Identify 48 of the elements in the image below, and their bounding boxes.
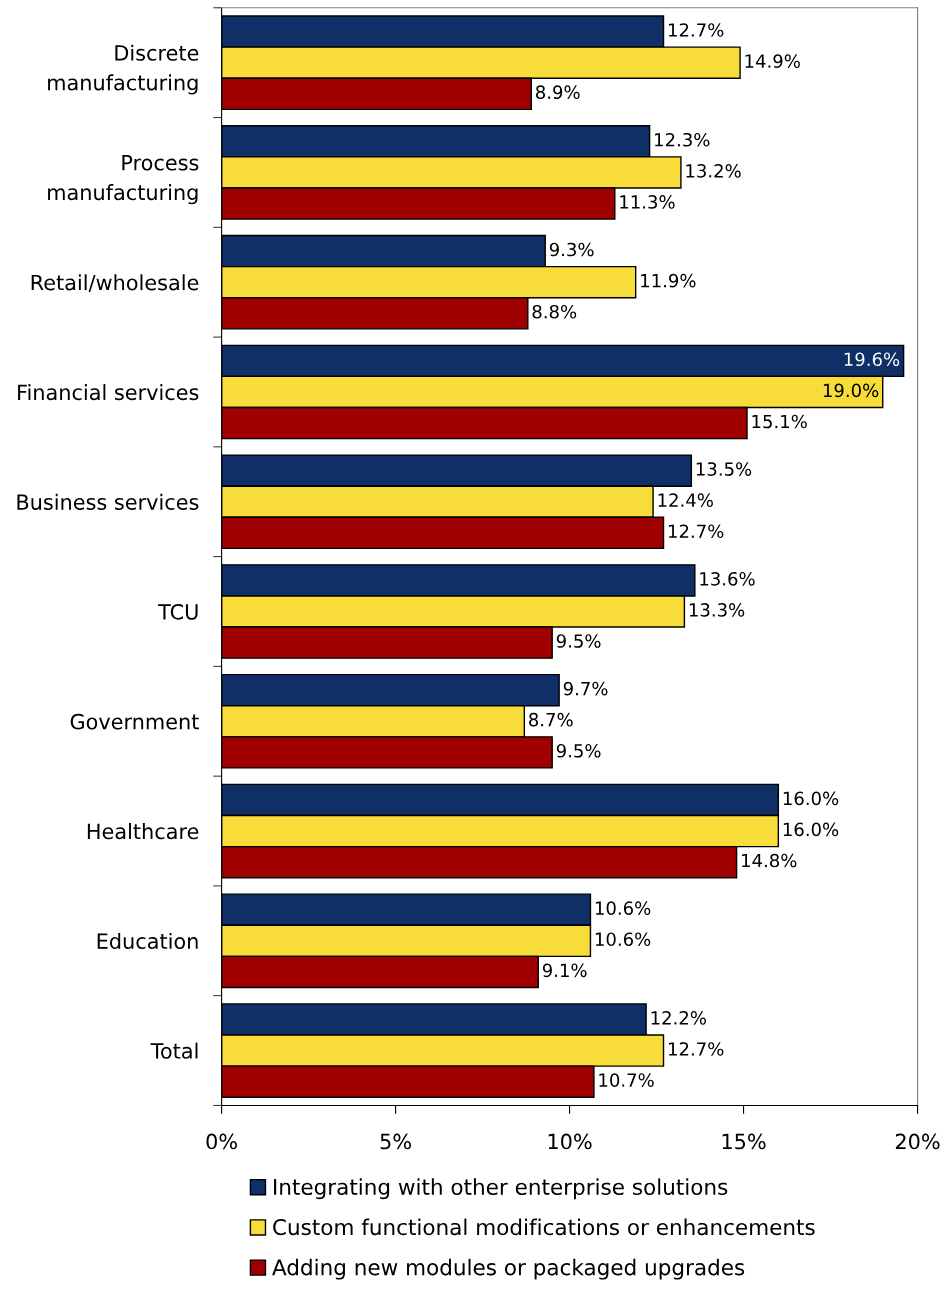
data-label: 19.6% <box>844 352 900 367</box>
data-label: 12.3% <box>655 132 710 147</box>
data-label: 11.3% <box>620 195 675 209</box>
y-tick-label: Retail/wholesale <box>31 274 199 293</box>
data-label: 19.0% <box>823 383 879 398</box>
y-tick-label: Business services <box>17 493 199 510</box>
data-label: 8.7% <box>529 712 573 727</box>
y-tick-label: TCU <box>158 603 198 620</box>
data-label: 16.0% <box>783 791 839 806</box>
y-tick-label: Education <box>97 932 198 950</box>
data-label: 13.6% <box>700 571 755 586</box>
data-label: 13.2% <box>686 164 741 178</box>
data-label: 9.7% <box>563 681 608 696</box>
legend-label: Adding new modules or packaged upgrades <box>272 1258 745 1280</box>
data-label: 12.7% <box>668 524 724 539</box>
data-label: 14.9% <box>745 54 800 68</box>
data-label: 12.2% <box>651 1011 706 1025</box>
data-label: 10.6% <box>595 932 651 947</box>
y-tick-label: Total <box>150 1042 198 1059</box>
x-tick-label: 0% <box>206 1133 237 1150</box>
y-tick-label: Financial services <box>18 384 199 401</box>
data-label: 9.5% <box>556 743 601 758</box>
data-label: 16.0% <box>783 822 839 837</box>
x-tick-label: 20% <box>895 1133 940 1150</box>
y-tick-label: Discrete manufacturing <box>48 44 199 95</box>
y-tick-label: Process manufacturing <box>48 155 199 205</box>
data-label: 11.9% <box>641 273 696 288</box>
legend-label: Custom functional modifications or enhancements <box>273 1218 815 1236</box>
data-label: 9.5% <box>556 634 601 648</box>
data-label: 12.4% <box>658 493 713 507</box>
data-label: 9.1% <box>542 963 587 978</box>
data-label: 14.8% <box>742 853 797 868</box>
y-tick-label: Healthcare <box>87 823 199 840</box>
x-tick-label: 10% <box>548 1133 592 1150</box>
data-label: 9.3% <box>549 242 594 257</box>
data-label: 10.7% <box>599 1073 654 1087</box>
x-tick-label: 15% <box>722 1133 766 1150</box>
data-label: 13.3% <box>689 603 745 617</box>
data-label: 15.1% <box>752 414 807 429</box>
data-label: 12.7% <box>668 1042 724 1056</box>
data-label: 13.5% <box>696 462 752 476</box>
data-label: 10.6% <box>595 901 651 915</box>
legend-label: Integrating with other enterprise solutions <box>274 1178 728 1200</box>
data-label: 8.9% <box>536 85 580 100</box>
data-label: 12.7% <box>668 23 724 37</box>
y-tick-label: Government <box>70 713 199 730</box>
x-tick-label: 5% <box>380 1133 411 1150</box>
data-label: 8.8% <box>532 304 577 319</box>
